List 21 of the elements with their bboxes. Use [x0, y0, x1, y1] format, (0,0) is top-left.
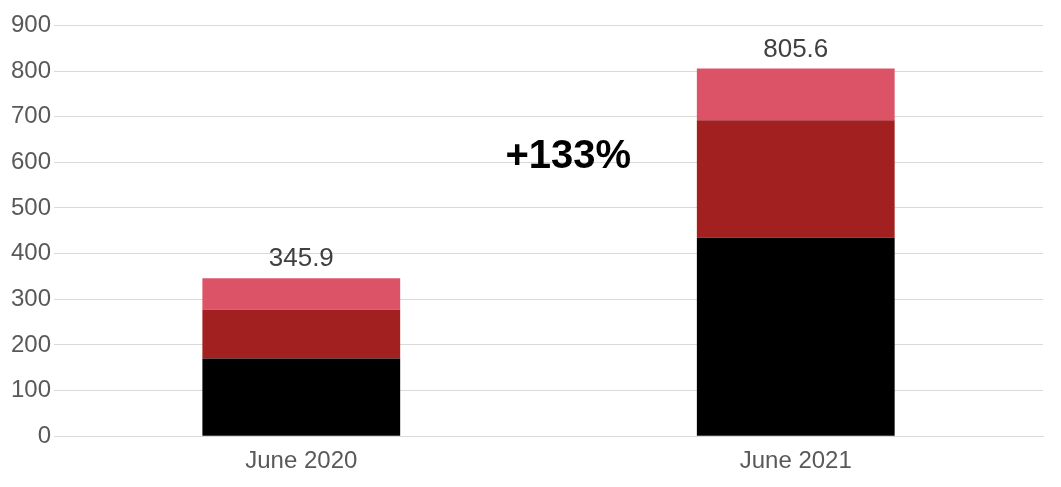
total-label: 805.6: [763, 32, 829, 63]
bar: [696, 68, 895, 121]
x-tick-label: June 2021: [739, 446, 852, 474]
bar: [202, 278, 401, 310]
y-tick-label: 500: [11, 192, 52, 220]
y-tick-label: 400: [11, 238, 52, 266]
y-tick-label: 800: [11, 55, 52, 83]
x-tick-label: June 2020: [245, 446, 358, 474]
y-tick-label: 200: [11, 329, 52, 357]
y-tick-label: 0: [37, 420, 52, 448]
annotation: +133%: [505, 132, 632, 177]
y-tick-label: 700: [11, 101, 52, 129]
y-tick-label: 900: [11, 10, 52, 38]
y-tick-label: 600: [11, 146, 52, 174]
bar: [202, 309, 401, 359]
y-tick-label: 300: [11, 283, 52, 311]
bar: [696, 120, 895, 238]
total-label: 345.9: [268, 242, 334, 273]
bar: [202, 358, 401, 436]
bar: [696, 237, 895, 436]
y-tick-label: 100: [11, 375, 52, 403]
